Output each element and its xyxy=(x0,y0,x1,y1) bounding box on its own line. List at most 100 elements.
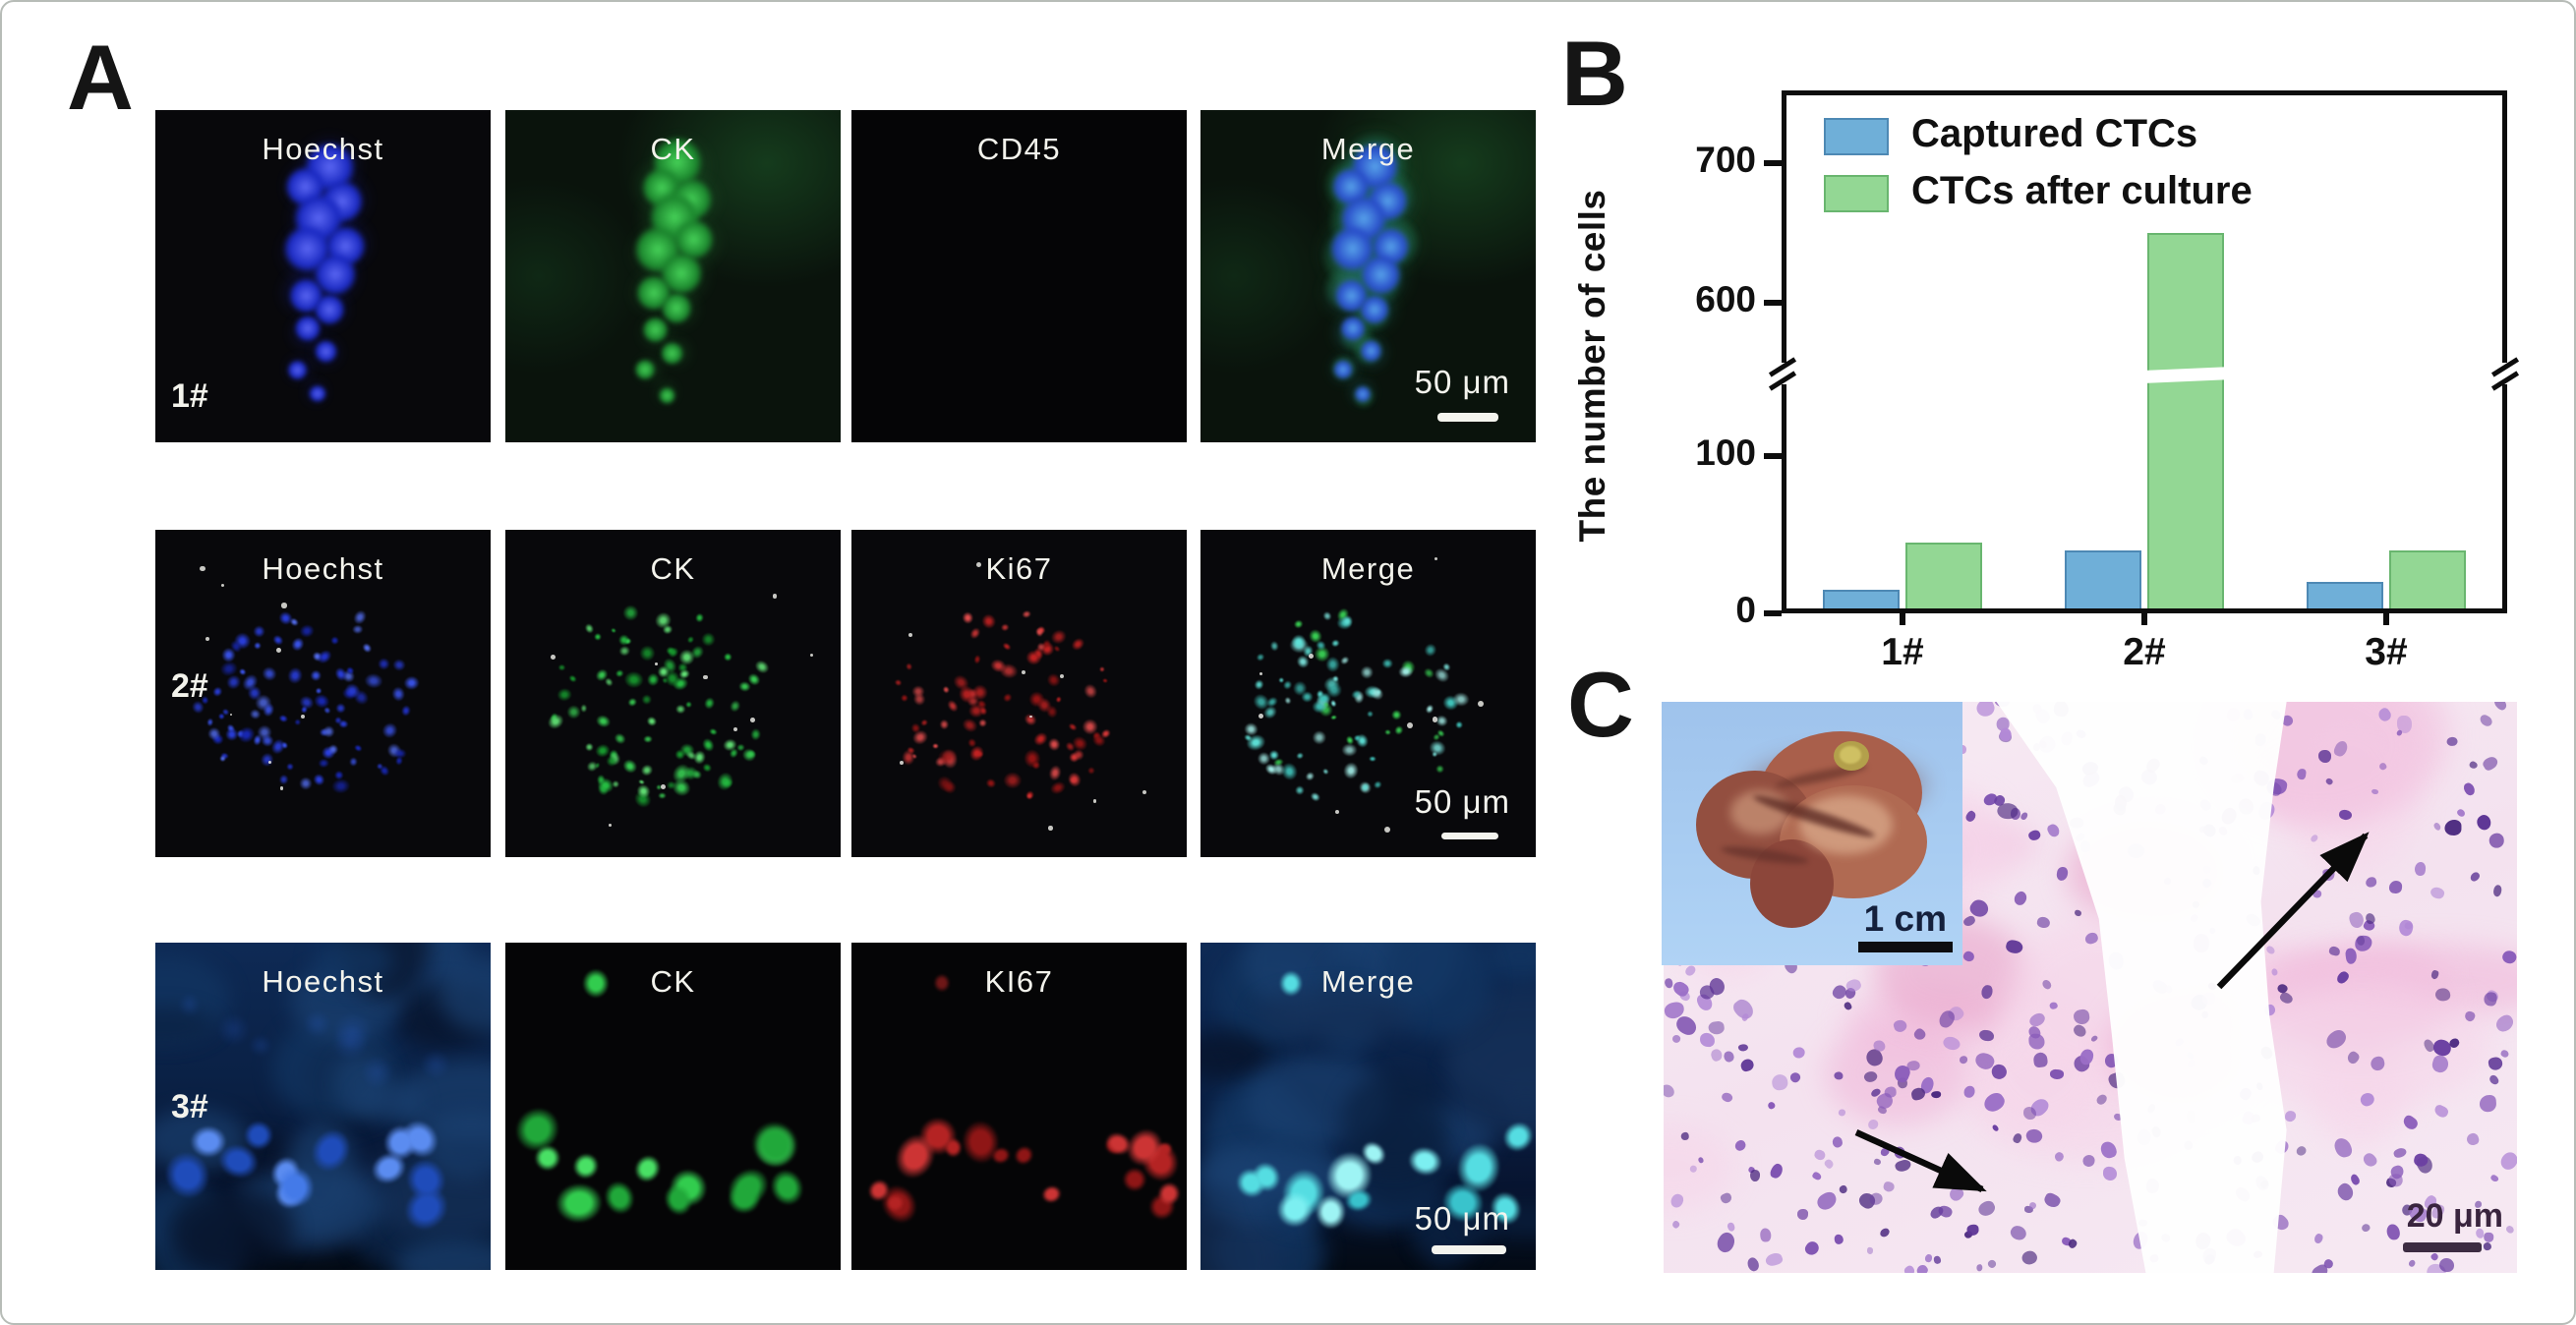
organ-part xyxy=(1840,746,1861,764)
cell-dot xyxy=(1254,651,1266,662)
cell-dot xyxy=(363,671,384,691)
y-tick-label: 0 xyxy=(1735,590,1756,630)
dim-cell xyxy=(175,991,204,1018)
cell-dot xyxy=(333,701,349,717)
channel-label: Merge xyxy=(1320,964,1416,999)
fluorescence-decor xyxy=(1200,110,1536,442)
cell-dot xyxy=(1307,789,1322,804)
sample-id-label: 3# xyxy=(171,1088,208,1125)
cell-dot xyxy=(292,717,303,727)
cell-dot xyxy=(644,714,659,728)
cell-dot xyxy=(657,791,668,800)
scale-bar xyxy=(1432,1245,1506,1254)
cell-dot xyxy=(714,769,735,793)
cell-body xyxy=(1329,357,1356,383)
cell-dot xyxy=(983,777,998,790)
cell-dot xyxy=(620,603,640,622)
micro-image-2-merge: Merge 50 μm xyxy=(1200,530,1536,857)
cell-dot xyxy=(566,672,579,685)
white-speck xyxy=(1048,826,1053,831)
cell-dot xyxy=(1383,728,1392,737)
cell-dot xyxy=(1301,691,1314,704)
white-speck xyxy=(1407,722,1414,729)
tissue-patch xyxy=(312,943,393,987)
cell-dot xyxy=(1391,722,1405,736)
cell-dot xyxy=(1321,767,1331,777)
cell-dot xyxy=(966,625,983,643)
cell-dot xyxy=(1269,639,1280,652)
cell-dot xyxy=(311,771,328,788)
cell-dot xyxy=(932,742,940,749)
cell-dot xyxy=(685,634,696,645)
legend-swatch xyxy=(1824,175,1889,212)
white-speck xyxy=(551,655,556,661)
white-speck xyxy=(702,674,708,680)
cell-dot xyxy=(727,697,743,715)
dim-cell xyxy=(300,1007,334,1041)
white-speck xyxy=(810,653,814,657)
cell-body xyxy=(656,383,679,407)
arrow-upper-icon xyxy=(2216,832,2370,990)
cell-dot xyxy=(353,743,364,754)
micro-image-3-hoechst: Hoechst 3# xyxy=(155,943,491,1270)
white-speck xyxy=(750,717,756,722)
cell-dot xyxy=(1340,613,1354,628)
cell-dot xyxy=(637,643,657,663)
white-speck xyxy=(1029,715,1032,719)
cell-dot xyxy=(259,663,281,685)
cell-dot xyxy=(252,640,263,652)
cell-dot xyxy=(250,622,268,641)
cell-dot xyxy=(1021,711,1040,729)
white-speck xyxy=(654,662,658,665)
cell-dot xyxy=(898,692,909,704)
white-speck xyxy=(267,760,271,764)
cell-dot xyxy=(938,718,950,730)
dim-cell xyxy=(328,1008,377,1056)
bar-3#-1 xyxy=(2389,550,2466,613)
bar-1#-0 xyxy=(1823,590,1900,613)
cell-dot xyxy=(1046,735,1063,753)
white-speck xyxy=(1021,669,1026,674)
channel-label: Hoechst xyxy=(262,132,384,166)
cell-dot xyxy=(638,761,656,778)
white-speck xyxy=(300,715,305,720)
cell-dot xyxy=(967,702,986,720)
cell-dot xyxy=(1065,770,1083,790)
cell-dot xyxy=(1329,713,1338,720)
scale-bar-label: 50 μm xyxy=(1414,364,1510,400)
inset-scale-bar-label: 1 cm xyxy=(1863,898,1947,939)
fluorescence-decor xyxy=(505,530,841,857)
y-tick-mark xyxy=(1764,453,1782,459)
cell-dot xyxy=(1068,635,1088,655)
cell-dot xyxy=(1453,719,1465,731)
inset-scale-bar xyxy=(1858,942,1953,952)
cell-dot xyxy=(643,735,654,744)
cell-dot xyxy=(285,762,295,772)
legend-label: Captured CTCs xyxy=(1911,112,2198,155)
cell-dot xyxy=(1434,763,1447,777)
cell-body xyxy=(310,335,342,367)
white-speck xyxy=(1142,790,1147,795)
legend-label: CTCs after culture xyxy=(1911,169,2253,212)
cell-dot xyxy=(673,703,686,715)
cell-dot xyxy=(1291,618,1305,631)
cell-dot xyxy=(557,663,566,671)
white-speck xyxy=(1383,826,1390,833)
white-speck xyxy=(1308,653,1315,659)
cell-dot xyxy=(997,662,1021,681)
fluorescence-decor xyxy=(1200,943,1536,1270)
white-speck xyxy=(773,594,778,599)
micro-image-1-merge: Merge 50 μm xyxy=(1200,110,1536,442)
cell-body xyxy=(631,356,659,383)
cell-dot xyxy=(941,684,951,695)
cell-dot xyxy=(1097,664,1107,673)
cell-dot xyxy=(749,726,762,742)
cell-dot xyxy=(611,730,629,748)
cell-dot xyxy=(645,671,661,688)
sample-id-label: 2# xyxy=(171,667,208,705)
cell-body xyxy=(283,356,312,383)
scale-bar-label: 50 μm xyxy=(1414,1200,1510,1237)
fluorescence-decor xyxy=(505,110,841,442)
white-speck xyxy=(281,603,287,608)
